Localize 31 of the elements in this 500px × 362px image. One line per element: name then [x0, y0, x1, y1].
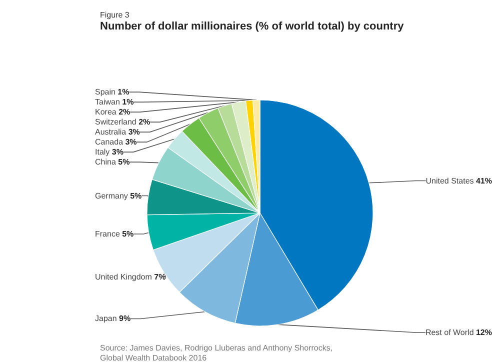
slice-label: United States: [426, 176, 476, 186]
slice-label: Canada: [95, 138, 126, 147]
slice-label: United Kingdom: [95, 272, 154, 282]
slice-label: China: [95, 158, 118, 167]
slice-label: Korea: [95, 108, 119, 117]
chart-title: Number of dollar millionaires (% of world total) by country: [100, 20, 405, 32]
data-label: 2%: [118, 108, 130, 117]
source-note: Source: James Davies, Rodrigo Lluberas and Anthony Shorrocks, Global Wealth Databook 2016: [100, 344, 335, 362]
data-label: 41%: [476, 176, 492, 186]
data-label: 7%: [154, 272, 166, 282]
data-label: 3%: [125, 138, 137, 147]
data-label: 1%: [118, 88, 130, 97]
slice-label: Spain: [95, 88, 118, 97]
data-label: 5%: [130, 191, 142, 200]
chart-subtitle: Figure 3: [100, 10, 130, 20]
slice-label: Australia: [95, 128, 128, 137]
slice-label: France: [95, 230, 122, 239]
data-label: 9%: [119, 314, 131, 324]
data-label: 2%: [138, 118, 150, 127]
data-label: 3%: [112, 148, 124, 157]
data-label: 3%: [128, 128, 140, 137]
data-label: 5%: [118, 158, 130, 167]
data-label: 5%: [122, 230, 134, 239]
data-label: 12%: [476, 328, 492, 337]
slice-label: Taiwan: [95, 98, 122, 107]
slice-label: Rest of World: [425, 328, 476, 337]
slice-label: Switzerland: [95, 118, 139, 127]
data-label: 1%: [122, 98, 134, 107]
slice-label: Italy: [95, 148, 112, 157]
slice-label: Germany: [95, 191, 130, 200]
slice-label: Japan: [95, 314, 120, 324]
